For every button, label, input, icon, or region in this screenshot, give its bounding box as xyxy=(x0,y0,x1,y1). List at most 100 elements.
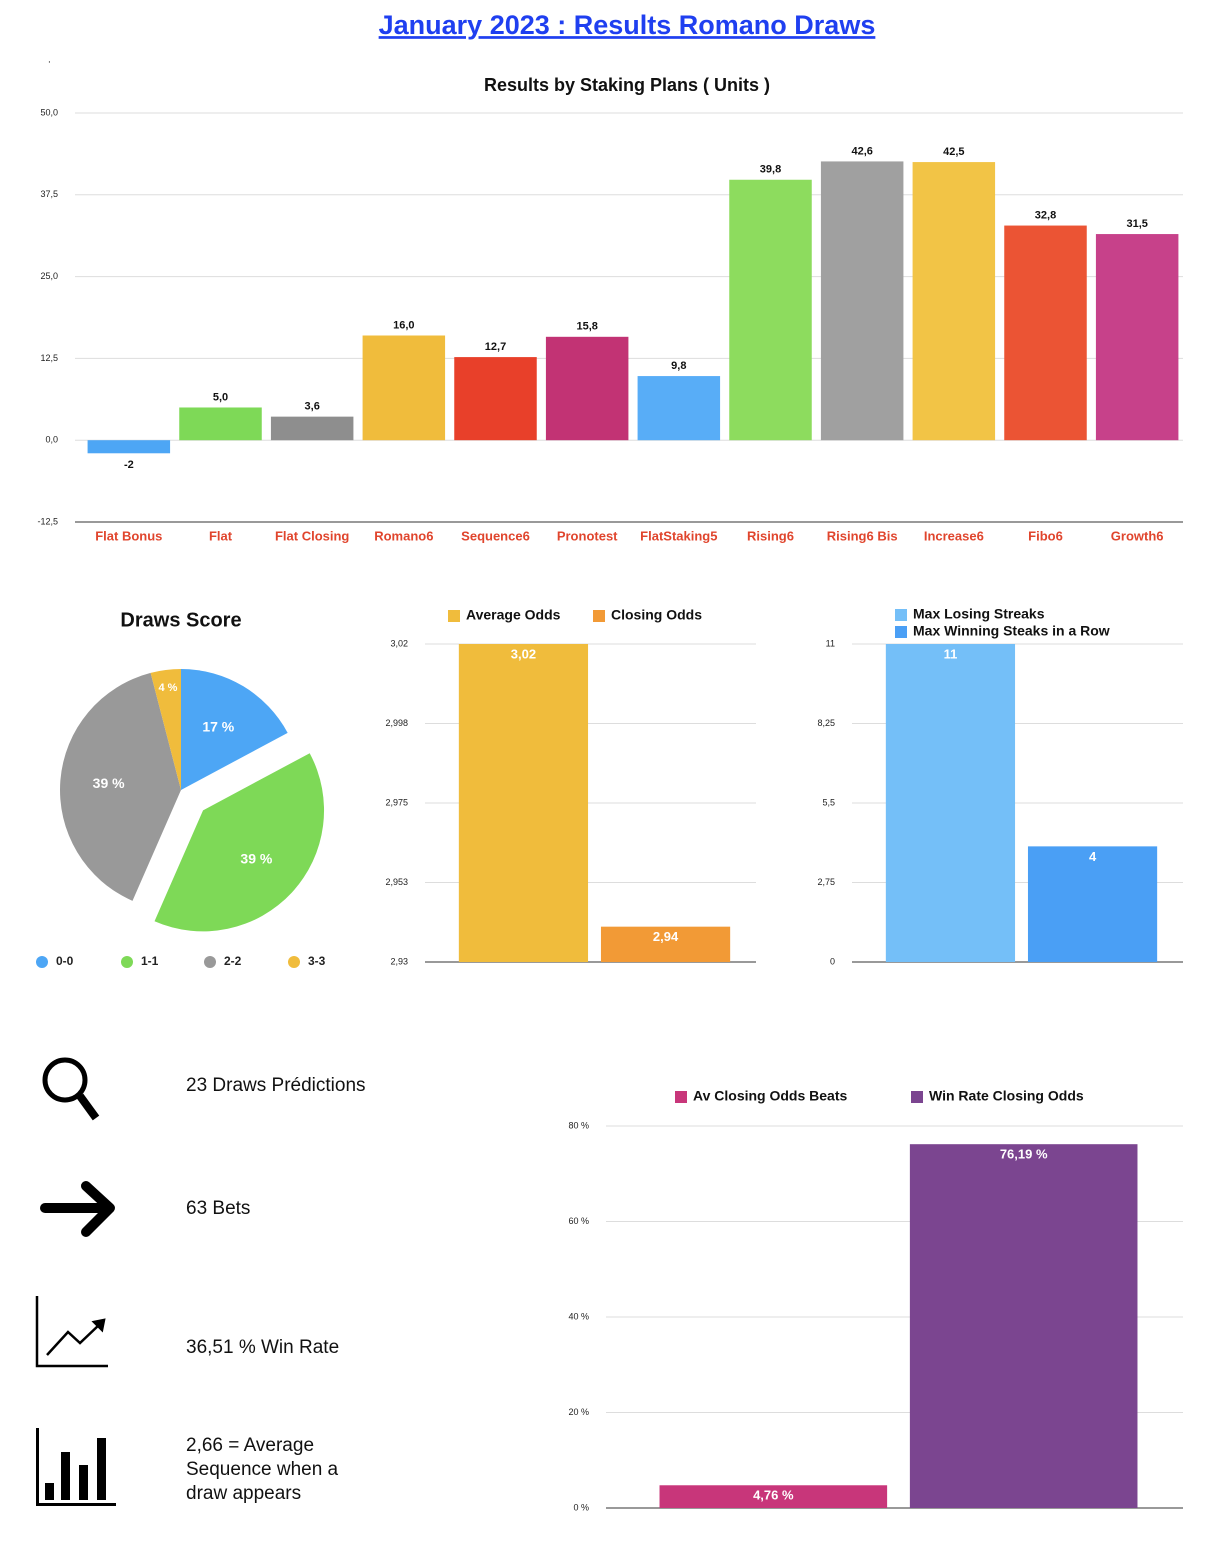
y-tick-label: 80 % xyxy=(568,1120,589,1130)
bar xyxy=(885,644,1016,962)
y-tick-label: 8,25 xyxy=(817,718,835,728)
x-tick-label: Flat Bonus xyxy=(95,528,162,543)
y-tick-label: 3,02 xyxy=(390,638,408,648)
legend-label: Max Losing Streaks xyxy=(913,606,1045,622)
x-tick-label: Romano6 xyxy=(374,528,433,543)
value-label: 42,6 xyxy=(851,145,872,157)
legend-dot xyxy=(204,956,216,968)
y-tick-label: -12,5 xyxy=(37,516,58,526)
x-tick-label: Pronotest xyxy=(557,528,618,543)
legend-swatch xyxy=(911,1091,923,1103)
x-tick-label: Sequence6 xyxy=(461,528,530,543)
legend-swatch xyxy=(895,626,907,638)
bar xyxy=(912,162,996,441)
slice-label: 4 % xyxy=(158,682,177,694)
bar xyxy=(729,179,812,441)
chart-title: Results by Staking Plans ( Units ) xyxy=(484,75,770,95)
legend-label: Win Rate Closing Odds xyxy=(929,1088,1084,1104)
bar xyxy=(458,644,589,962)
bar xyxy=(820,161,904,441)
y-tick-label: 60 % xyxy=(568,1216,589,1226)
y-tick-label: 25,0 xyxy=(40,271,58,281)
value-label: 4 xyxy=(1089,849,1097,864)
value-label: 42,5 xyxy=(943,146,964,158)
y-tick-label: 37,5 xyxy=(40,189,58,199)
value-label: 32,8 xyxy=(1035,209,1056,221)
stat-text: 63 Bets xyxy=(186,1198,251,1219)
bar xyxy=(270,416,354,441)
x-tick-label: Rising6 Bis xyxy=(827,528,898,543)
legend-swatch xyxy=(593,610,605,622)
legend-label: 0-0 xyxy=(56,954,74,968)
y-tick-label: 0 % xyxy=(573,1502,589,1512)
legend-label: 1-1 xyxy=(141,954,159,968)
slice-label: 17 % xyxy=(202,718,234,734)
note: . xyxy=(48,55,51,66)
stat-text: 36,51 % Win Rate xyxy=(186,1337,340,1358)
legend-label: Av Closing Odds Beats xyxy=(693,1088,848,1104)
bar xyxy=(1027,846,1158,962)
y-tick-label: 2,75 xyxy=(817,877,835,887)
value-label: 3,02 xyxy=(511,646,536,661)
value-label: 12,7 xyxy=(485,341,506,353)
legend-dot xyxy=(288,956,300,968)
y-tick-label: 0,0 xyxy=(45,435,58,445)
legend-swatch xyxy=(895,609,907,621)
bar xyxy=(1095,234,1179,441)
value-label: 16,0 xyxy=(393,319,414,331)
value-label: 76,19 % xyxy=(1000,1147,1048,1162)
y-tick-label: 50,0 xyxy=(40,107,58,117)
legend-label: Average Odds xyxy=(466,607,561,623)
bar xyxy=(909,1144,1138,1508)
value-label: 4,76 % xyxy=(753,1488,794,1503)
icon-arrow xyxy=(40,1181,115,1237)
slice-label: 39 % xyxy=(240,850,272,866)
value-label: 9,8 xyxy=(671,360,686,372)
x-tick-label: Growth6 xyxy=(1111,528,1164,543)
page-title[interactable]: January 2023 : Results Romano Draws xyxy=(379,10,876,40)
legend-swatch xyxy=(675,1091,687,1103)
x-tick-label: Fibo6 xyxy=(1028,528,1063,543)
bar xyxy=(454,357,537,441)
bar xyxy=(600,926,731,962)
pie-slice xyxy=(60,672,181,901)
y-tick-label: 12,5 xyxy=(40,353,58,363)
y-tick-label: 2,953 xyxy=(385,877,408,887)
x-tick-label: Flat xyxy=(209,528,233,543)
value-label: -2 xyxy=(124,459,134,471)
value-label: 3,6 xyxy=(305,401,320,413)
pie-slice xyxy=(181,669,288,790)
stat-text: 2,66 = Average Sequence when a draw appe… xyxy=(186,1435,339,1504)
bar xyxy=(1004,225,1087,441)
slice-label: 39 % xyxy=(93,775,125,791)
value-label: 15,8 xyxy=(576,321,597,333)
value-label: 31,5 xyxy=(1126,218,1147,230)
stat-text: 23 Draws Prédictions xyxy=(186,1075,366,1096)
y-tick-label: 2,975 xyxy=(385,797,408,807)
y-tick-label: 2,998 xyxy=(385,718,408,728)
value-label: 5,0 xyxy=(213,391,228,403)
legend-swatch xyxy=(448,610,460,622)
bar xyxy=(545,336,629,441)
legend-label: Max Winning Steaks in a Row xyxy=(913,623,1110,639)
bar xyxy=(179,407,262,441)
bar xyxy=(362,335,446,441)
bar xyxy=(87,440,171,454)
y-tick-label: 0 xyxy=(830,956,835,966)
legend-dot xyxy=(36,956,48,968)
legend-label: 2-2 xyxy=(224,954,242,968)
value-label: 11 xyxy=(944,646,958,661)
legend-label: 3-3 xyxy=(308,954,326,968)
y-tick-label: 11 xyxy=(826,638,835,648)
y-tick-label: 5,5 xyxy=(822,797,835,807)
chart-title: Draws Score xyxy=(120,609,241,631)
icon-line-chart xyxy=(35,1296,108,1368)
bar xyxy=(659,1485,888,1508)
y-tick-label: 40 % xyxy=(568,1311,589,1321)
pie-slice xyxy=(150,669,181,790)
y-tick-label: 20 % xyxy=(568,1407,589,1417)
legend-dot xyxy=(121,956,133,968)
value-label: 2,94 xyxy=(653,929,679,944)
